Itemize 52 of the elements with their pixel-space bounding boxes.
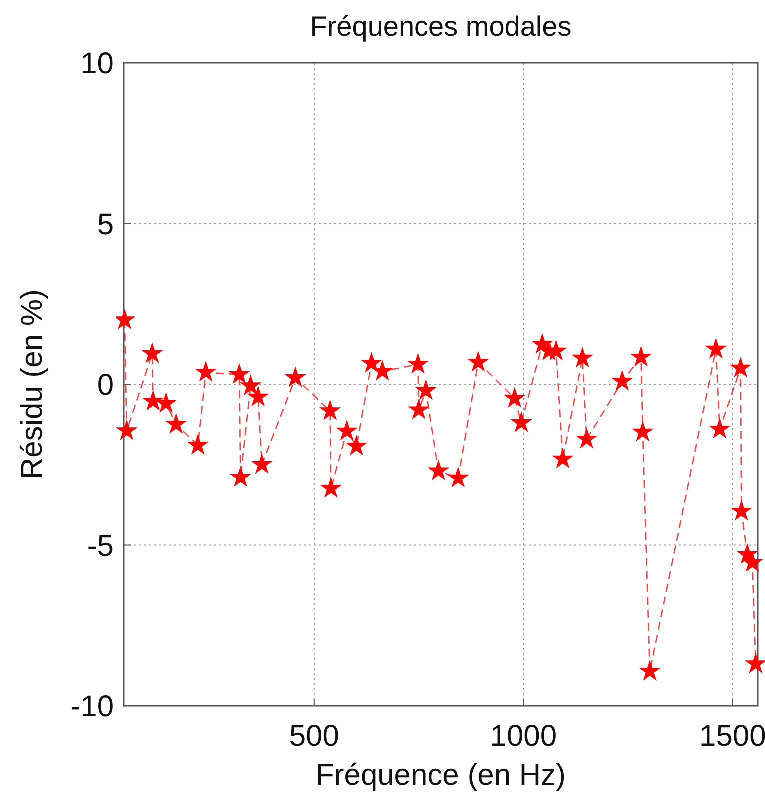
point	[633, 422, 653, 441]
point	[448, 468, 468, 487]
x-tick-label: 1500	[700, 720, 765, 753]
point	[742, 552, 762, 572]
point	[710, 419, 730, 438]
point	[248, 387, 268, 406]
point	[577, 429, 597, 448]
y-tick-label: 0	[97, 369, 114, 402]
point	[612, 371, 632, 390]
y-tick-label: 5	[97, 208, 114, 242]
point	[156, 393, 176, 412]
point	[408, 354, 428, 373]
x-axis-title: Fréquence (en Hz)	[316, 759, 566, 792]
point	[196, 362, 216, 382]
point	[230, 467, 251, 486]
point	[240, 376, 261, 395]
point	[372, 361, 392, 380]
x-tick-label: 1000	[490, 720, 558, 753]
point	[116, 310, 135, 329]
point	[572, 348, 592, 367]
point	[166, 414, 186, 434]
point	[337, 421, 357, 440]
point	[142, 344, 162, 362]
point	[230, 364, 250, 384]
point	[505, 388, 525, 408]
point	[409, 400, 429, 419]
y-tick-label: 10	[80, 48, 114, 80]
point	[362, 353, 382, 372]
y-axis-title: Résidu (en %)	[16, 289, 49, 480]
point	[731, 358, 751, 377]
chart-title: Fréquences modales	[310, 11, 572, 42]
point	[640, 661, 660, 680]
point	[321, 478, 341, 498]
point	[416, 380, 436, 400]
point	[143, 391, 164, 410]
point	[320, 400, 340, 420]
point	[286, 368, 306, 387]
point	[732, 501, 752, 520]
point	[746, 654, 765, 673]
point	[512, 412, 532, 432]
point	[468, 352, 488, 372]
y-tick-label: -10	[70, 690, 114, 724]
x-tick-label: 500	[289, 720, 340, 753]
point	[553, 449, 573, 468]
point	[188, 435, 208, 454]
point	[428, 460, 449, 480]
point	[117, 420, 137, 440]
point	[346, 436, 367, 455]
point	[631, 347, 652, 366]
point	[252, 454, 272, 474]
point	[706, 339, 726, 358]
y-tick-label: -5	[87, 530, 114, 563]
